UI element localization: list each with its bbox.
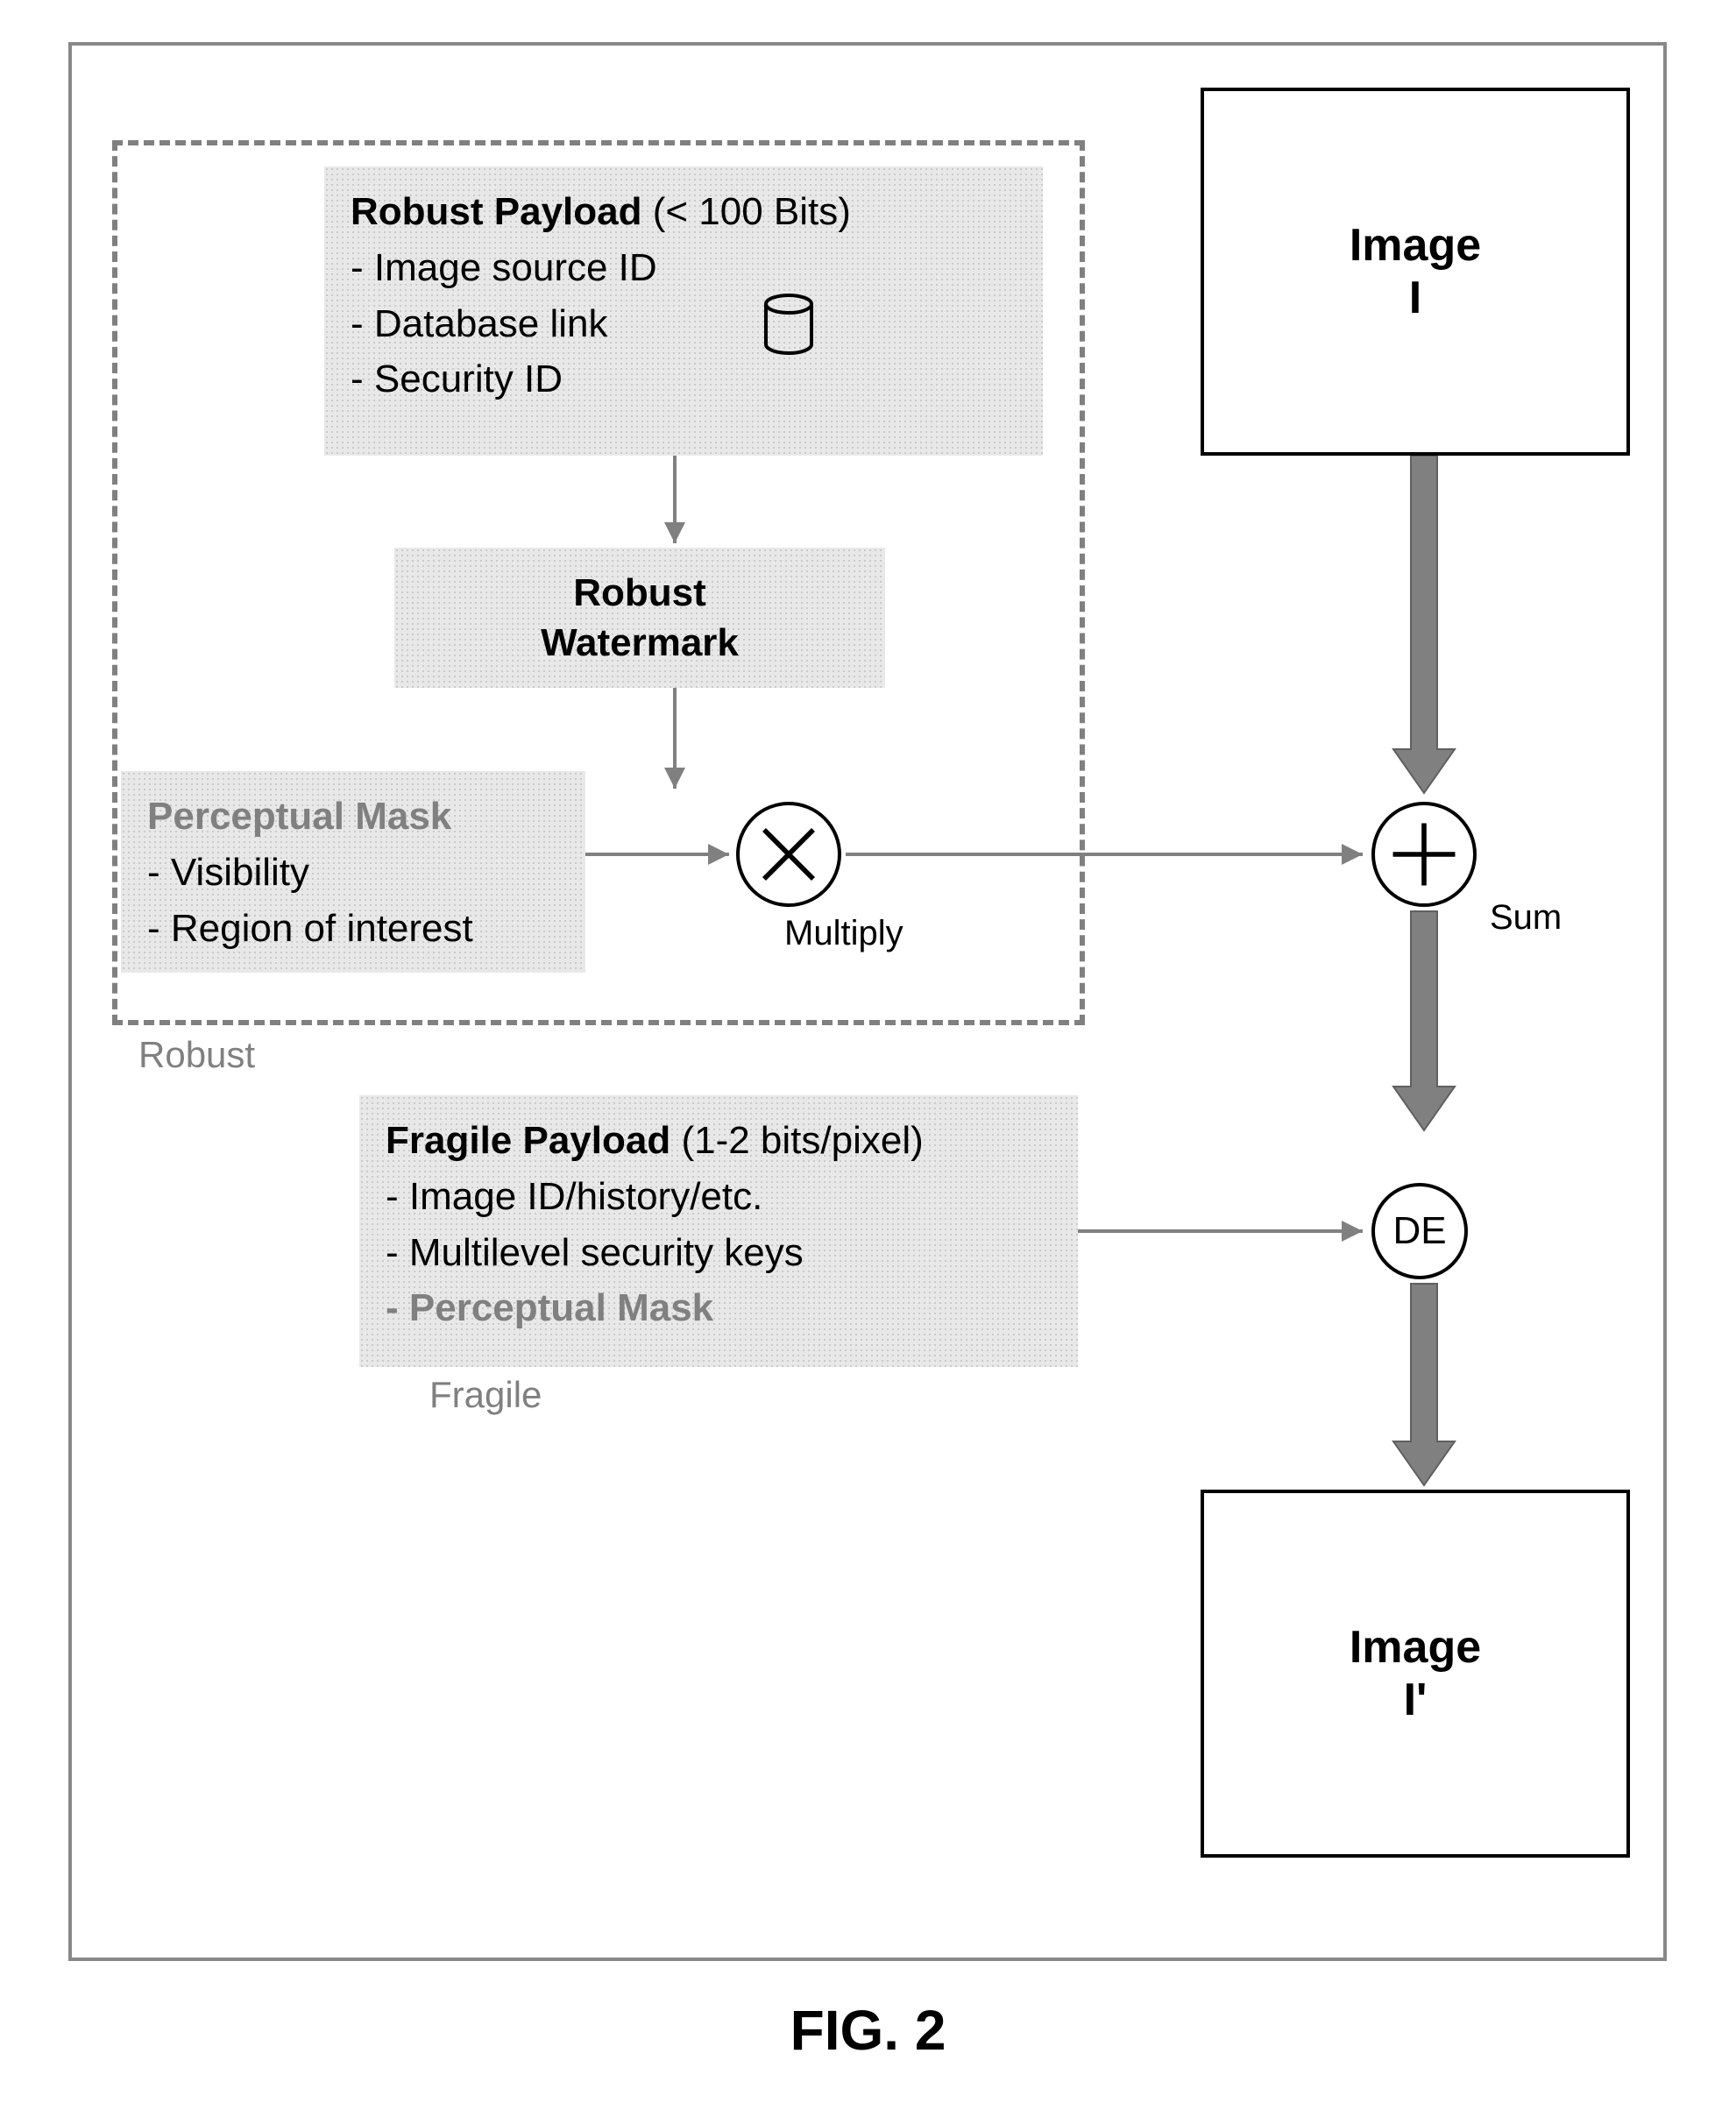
- database-icon: [762, 294, 815, 355]
- multiply-op: [736, 802, 841, 907]
- perceptual-mask-box: Perceptual Mask- Visibility- Region of i…: [121, 771, 585, 973]
- sum-op: [1371, 802, 1477, 907]
- de-op: DE: [1371, 1183, 1468, 1279]
- robust-watermark-box: RobustWatermark: [394, 548, 885, 688]
- image-output-box: ImageI': [1201, 1490, 1630, 1858]
- fragile-payload-box: Fragile Payload (1-2 bits/pixel)- Image …: [359, 1095, 1078, 1367]
- robust-payload-box: Robust Payload (< 100 Bits)- Image sourc…: [324, 166, 1043, 456]
- image-input-box: ImageI: [1201, 88, 1630, 456]
